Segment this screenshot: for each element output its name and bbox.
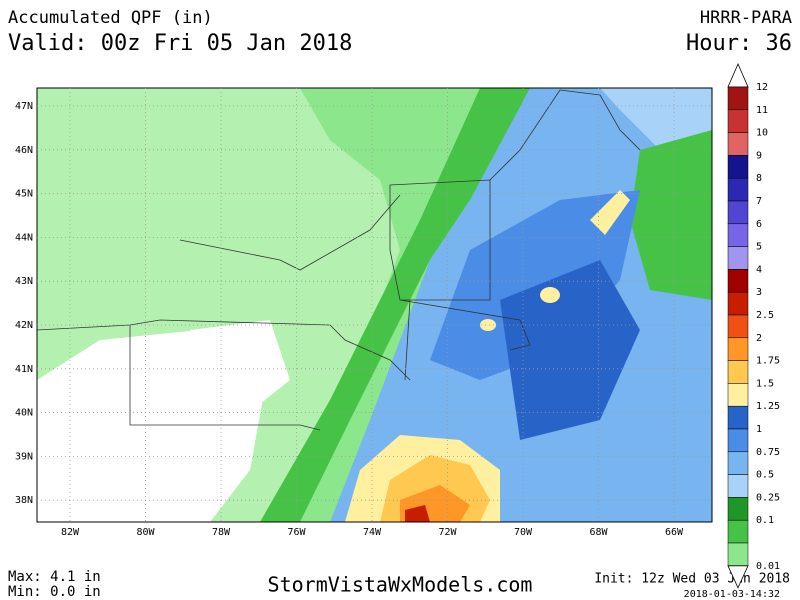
lon-label: 80W: [136, 527, 155, 538]
forecast-hour: Hour: 36: [686, 31, 792, 56]
colorbar-swatch: [727, 223, 749, 247]
lon-label: 74W: [363, 527, 382, 538]
heavier-blue: [500, 260, 640, 440]
colorbar-swatch: [727, 360, 749, 384]
colorbar-label: 1: [756, 424, 762, 435]
red-core: [405, 505, 430, 522]
lat-label: 42N: [15, 320, 33, 331]
nova-scotia-green: [630, 130, 712, 300]
colorbar-label: 7: [756, 196, 762, 207]
lon-label: 82W: [61, 527, 80, 538]
colorbar-label: 10: [756, 128, 768, 139]
colorbar-label: 1.5: [756, 378, 774, 389]
title: Accumulated QPF (in): [8, 8, 213, 28]
timestamp: 2018-01-03-14:32: [684, 589, 780, 600]
colorbar-label: 11: [756, 105, 768, 116]
min-value: Min: 0.0 in: [8, 584, 101, 600]
colorbar-swatch: [727, 337, 749, 361]
colorbar-swatch: [727, 291, 749, 316]
lat-label: 41N: [15, 364, 33, 375]
colorbar-swatch: [727, 155, 749, 179]
lat-label: 40N: [15, 408, 33, 419]
light-blue: [600, 88, 712, 150]
colorbar-label: 6: [756, 219, 762, 230]
colorbar-swatch: [727, 177, 749, 202]
colorbar-label: 1.75: [756, 356, 780, 367]
colorbar-label: 0.75: [756, 447, 780, 458]
colorbar-label: 9: [756, 150, 762, 161]
colorbar-swatch: [727, 132, 749, 156]
lat-label: 39N: [15, 451, 33, 462]
colorbar-label: 0.25: [756, 492, 780, 503]
lon-label: 68W: [589, 527, 608, 538]
no-precip: [190, 320, 290, 420]
colorbar-swatch: [727, 383, 749, 407]
colorbar-label: 2: [756, 333, 762, 344]
lat-label: 38N: [15, 495, 33, 506]
lon-label: 70W: [514, 527, 533, 538]
yellow-spot: [540, 287, 560, 303]
lat-label: 45N: [15, 189, 33, 200]
map: [36, 87, 713, 523]
colorbar-swatch: [727, 86, 749, 111]
colorbar-label: 2.5: [756, 310, 774, 321]
heavy-blue: [430, 190, 640, 380]
colorbar-swatch: [727, 451, 749, 475]
lon-label: 78W: [212, 527, 231, 538]
colorbar-label: 5: [756, 242, 762, 253]
max-value: Max: 4.1 in: [8, 569, 101, 585]
colorbar-swatch: [727, 474, 749, 498]
lon-label: 66W: [665, 527, 684, 538]
lon-label: 72W: [438, 527, 457, 538]
model: HRRR-PARA: [700, 8, 792, 28]
site: StormVistaWxModels.com: [268, 573, 533, 597]
lat-label: 43N: [15, 276, 33, 287]
colorbar-top-arrow: [727, 62, 749, 88]
init-time: Init: 12z Wed 03 Jan 2018: [594, 572, 790, 587]
moderate-green: [260, 88, 560, 522]
colorbar-swatch: [727, 519, 749, 544]
lat-label: 47N: [15, 101, 33, 112]
colorbar-label: 12: [756, 82, 768, 93]
colorbar-label: 3: [756, 287, 762, 298]
colorbar-label: 0.1: [756, 515, 774, 526]
lon-label: 76W: [287, 527, 306, 538]
colorbar-swatch: [727, 405, 749, 430]
colorbar-label: 4: [756, 264, 762, 275]
colorbar-swatch: [727, 428, 749, 453]
colorbar-bottom-arrow: [727, 565, 749, 589]
map-frame: [36, 87, 713, 523]
colorbar-label: 8: [756, 173, 762, 184]
yellow-spot: [590, 190, 630, 235]
colorbar-swatch: [727, 109, 749, 133]
colorbar-label: 0.5: [756, 470, 774, 481]
valid-time: Valid: 00z Fri 05 Jan 2018: [8, 31, 352, 56]
lat-label: 44N: [15, 232, 33, 243]
lat-label: 46N: [15, 145, 33, 156]
yellow-spot: [480, 319, 496, 331]
colorbar-label: 0.01: [756, 561, 780, 572]
colorbar-swatch: [727, 200, 749, 225]
colorbar-label: 1.25: [756, 401, 780, 412]
colorbar-swatch: [727, 314, 749, 339]
colorbar-swatch: [727, 497, 749, 521]
colorbar-swatch: [727, 269, 749, 293]
colorbar-swatch: [727, 542, 749, 567]
colorbar-swatch: [727, 246, 749, 270]
